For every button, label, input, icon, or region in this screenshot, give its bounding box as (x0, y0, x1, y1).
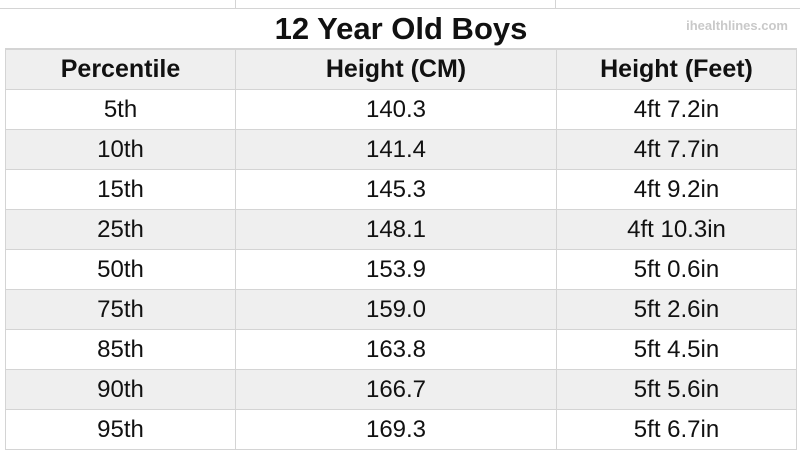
table-row: 15th 145.3 4ft 9.2in (5, 169, 797, 210)
table-title: 12 Year Old Boys (5, 9, 797, 49)
table-cell: 95th (5, 409, 236, 450)
table-row: 50th 153.9 5ft 0.6in (5, 249, 797, 290)
watermark: ihealthlines.com (686, 18, 788, 33)
table-cell: 140.3 (235, 89, 557, 130)
table-cell: 4ft 7.2in (556, 89, 797, 130)
table-cell: 148.1 (235, 209, 557, 250)
table-cell: 5ft 4.5in (556, 329, 797, 370)
table-cell: 159.0 (235, 289, 557, 330)
column-header: Percentile (5, 49, 236, 90)
table-row: 75th 159.0 5ft 2.6in (5, 289, 797, 330)
table-cell: 145.3 (235, 169, 557, 210)
table-cell: 4ft 9.2in (556, 169, 797, 210)
table-cell: 75th (5, 289, 236, 330)
table-row: 95th 169.3 5ft 6.7in (5, 409, 797, 450)
table-cell: 5th (5, 89, 236, 130)
table-cell: 15th (5, 169, 236, 210)
table-row: 10th 141.4 4ft 7.7in (5, 129, 797, 170)
header-row: Percentile Height (CM) Height (Feet) (5, 49, 797, 90)
table-cell: 10th (5, 129, 236, 170)
table-cell: 141.4 (235, 129, 557, 170)
table-cell: 5ft 5.6in (556, 369, 797, 410)
title-text: 12 Year Old Boys (274, 11, 528, 46)
table-row: 25th 148.1 4ft 10.3in (5, 209, 797, 250)
table-cell: 85th (5, 329, 236, 370)
top-border-strip (0, 0, 800, 9)
table-row: 90th 166.7 5ft 5.6in (5, 369, 797, 410)
table-cell: 4ft 7.7in (556, 129, 797, 170)
divider (555, 0, 556, 8)
table-cell: 90th (5, 369, 236, 410)
table-cell: 5ft 0.6in (556, 249, 797, 290)
table-row: 85th 163.8 5ft 4.5in (5, 329, 797, 370)
column-header: Height (CM) (235, 49, 557, 90)
table-cell: 166.7 (235, 369, 557, 410)
table-cell: 5ft 6.7in (556, 409, 797, 450)
table-cell: 4ft 10.3in (556, 209, 797, 250)
table-cell: 153.9 (235, 249, 557, 290)
table-cell: 50th (5, 249, 236, 290)
table-cell: 5ft 2.6in (556, 289, 797, 330)
height-table: Percentile Height (CM) Height (Feet) 5th… (5, 49, 797, 450)
column-header: Height (Feet) (556, 49, 797, 90)
divider (235, 0, 236, 8)
table-cell: 25th (5, 209, 236, 250)
table-cell: 169.3 (235, 409, 557, 450)
table-cell: 163.8 (235, 329, 557, 370)
table-row: 5th 140.3 4ft 7.2in (5, 89, 797, 130)
